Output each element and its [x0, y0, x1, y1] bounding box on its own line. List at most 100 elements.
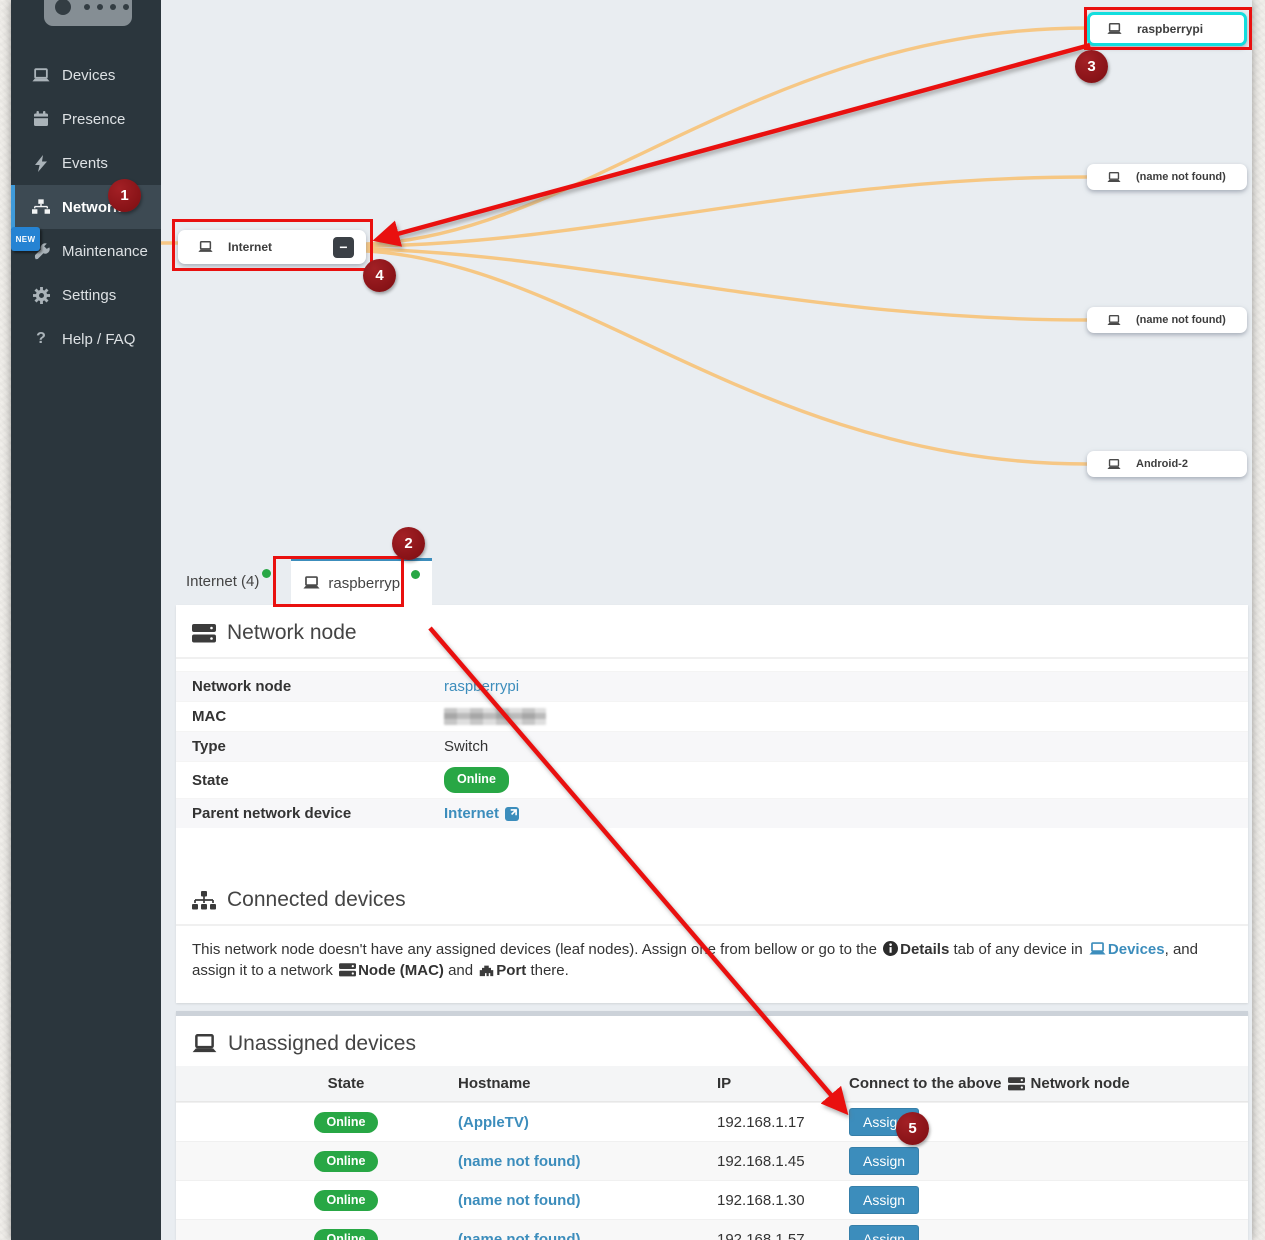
assign-button[interactable]: Assign [849, 1108, 920, 1136]
assign-button[interactable]: Assign [849, 1186, 920, 1214]
assign-button[interactable]: Assign [849, 1147, 920, 1175]
graph-node-label: (name not found) [1136, 314, 1226, 326]
col-state: State [327, 1075, 365, 1092]
sidebar-item-label: Presence [62, 110, 126, 128]
app-logo [44, 0, 132, 26]
panel-title: Network node [227, 621, 357, 644]
sidebar-menu: Devices Presence Events Network [11, 53, 161, 361]
detail-row: MAC [176, 701, 1248, 731]
sidebar-item-events[interactable]: Events [11, 141, 161, 185]
unassigned-devices-panel: Unassigned devices State Hostname IP Con… [176, 1011, 1248, 1240]
graph-node-internet[interactable]: Internet − [178, 230, 366, 264]
table-row: Online (name not found) 192.168.1.45 Ass… [176, 1141, 1248, 1180]
server-stack-icon [192, 623, 216, 643]
external-link-icon[interactable] [505, 806, 520, 821]
hostname-link[interactable]: (AppleTV) [458, 1113, 529, 1131]
sidebar-item-label: Events [62, 154, 108, 172]
tab-internet[interactable]: Internet (4) [176, 558, 283, 605]
main-content: Internet − raspberrypi (name not found) … [161, 0, 1252, 1240]
type-value: Switch [444, 738, 489, 755]
ip-value: 192.168.1.57 [717, 1230, 805, 1240]
laptop-icon [1107, 23, 1122, 35]
status-badge: Online [313, 1111, 379, 1133]
devices-link[interactable]: Devices [1107, 941, 1165, 958]
sitemap-icon [192, 890, 216, 910]
table-row: Online (name not found) 192.168.1.30 Ass… [176, 1180, 1248, 1219]
table-row: Online (AppleTV) 192.168.1.17 Assign [176, 1102, 1248, 1141]
col-connect-text: Network node [1030, 1075, 1130, 1092]
sidebar-item-label: Devices [62, 66, 116, 84]
hostname-link[interactable]: (name not found) [458, 1230, 581, 1240]
ip-value: 192.168.1.45 [717, 1152, 805, 1170]
node-mac-bold: Node (MAC) [358, 962, 444, 980]
collapse-node-button[interactable]: − [333, 236, 354, 258]
graph-node-android-2[interactable]: Android-2 [1087, 451, 1247, 477]
col-connect-text: Connect to the above [849, 1075, 1002, 1092]
info-circle-icon [883, 941, 899, 956]
graph-node-label: Internet [228, 240, 273, 254]
server-stack-icon [339, 963, 357, 977]
graph-node-unnamed-1[interactable]: (name not found) [1087, 164, 1247, 190]
status-badge: Online [313, 1189, 379, 1211]
laptop-icon [198, 241, 213, 253]
unassigned-table-header: State Hostname IP Connect to the above N… [176, 1066, 1248, 1102]
panel-title: Connected devices [227, 888, 406, 911]
online-dot [411, 570, 421, 579]
assign-button[interactable]: Assign [849, 1225, 920, 1240]
connected-devices-heading: Connected devices [176, 872, 1248, 922]
unassigned-devices-heading: Unassigned devices [176, 1016, 1248, 1066]
details-bold: Details [900, 941, 950, 958]
hostname-link[interactable]: (name not found) [458, 1152, 581, 1170]
sidebar-item-maintenance[interactable]: Maintenance [11, 229, 161, 273]
detail-label: MAC [192, 708, 227, 725]
hostname-link[interactable]: (name not found) [458, 1191, 581, 1209]
status-badge: Online [444, 767, 509, 793]
question-icon: ? [36, 330, 46, 347]
detail-label: Network node [192, 678, 292, 695]
tab-raspberrypi[interactable]: raspberrypi [291, 558, 433, 605]
graph-node-label: (name not found) [1136, 171, 1226, 183]
sidebar-item-presence[interactable]: Presence [11, 97, 161, 141]
laptop-icon [303, 576, 320, 590]
network-node-link[interactable]: raspberrypi [444, 678, 520, 695]
col-ip: IP [717, 1075, 732, 1092]
laptop-icon [1107, 171, 1121, 183]
graph-node-label: Android-2 [1136, 458, 1188, 470]
table-row: Online (name not found) 192.168.1.57 Ass… [176, 1219, 1248, 1240]
note-text: tab of any device in [949, 941, 1087, 958]
graph-node-raspberrypi[interactable]: raspberrypi [1087, 12, 1247, 46]
node-tabs: Internet (4) raspberrypi [176, 558, 433, 605]
port-bold: Port [496, 962, 527, 980]
server-stack-icon [1007, 1076, 1025, 1091]
mac-redacted-value [444, 708, 546, 725]
note-text: there. [526, 962, 569, 980]
laptop-icon [1089, 942, 1106, 956]
parent-device-link[interactable]: Internet [444, 805, 500, 822]
tab-label: Internet (4) [186, 573, 260, 590]
status-badge: Online [313, 1228, 379, 1240]
detail-row: Network node raspberrypi [176, 671, 1248, 701]
app-window: Devices Presence Events Network [11, 0, 1252, 1240]
status-badge: Online [313, 1150, 379, 1172]
graph-node-unnamed-2[interactable]: (name not found) [1087, 307, 1247, 333]
sidebar-item-devices[interactable]: Devices [11, 53, 161, 97]
laptop-icon [192, 1034, 217, 1054]
laptop-icon [31, 67, 51, 83]
divider [176, 657, 1248, 659]
sidebar-item-network[interactable]: Network [11, 185, 161, 229]
detail-label: State [192, 771, 229, 789]
tab-label: raspberrypi [328, 574, 404, 592]
laptop-icon [1107, 458, 1121, 470]
detail-row: Type Switch [176, 731, 1248, 761]
network-icon [31, 199, 51, 215]
detail-label: Type [192, 738, 226, 755]
note-text: and [443, 962, 478, 980]
network-node-heading: Network node [176, 605, 1248, 655]
network-node-panel: Network node Network node raspberrypi MA… [176, 605, 1248, 1003]
sidebar-item-label: Help / FAQ [62, 330, 136, 348]
sidebar-item-settings[interactable]: Settings [11, 273, 161, 317]
network-graph-edges [161, 26, 1088, 466]
wrench-icon [31, 242, 51, 260]
detail-row: State Online [176, 761, 1248, 798]
sidebar-item-help[interactable]: ? Help / FAQ [11, 317, 161, 361]
